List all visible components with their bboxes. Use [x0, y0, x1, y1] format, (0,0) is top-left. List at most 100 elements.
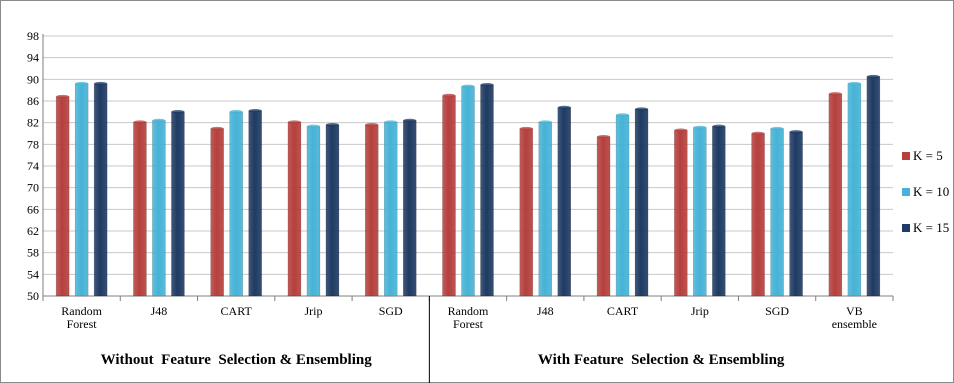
x-tick-label: Forest — [67, 317, 98, 331]
bar-k15-11 — [866, 76, 881, 297]
plot-area: 50545862667074788286909498RandomForestJ4… — [27, 29, 894, 383]
bar-cap — [171, 110, 185, 114]
x-tick-label: Forest — [453, 317, 484, 331]
bar-k10-6 — [461, 86, 475, 297]
x-tick-label: J48 — [151, 304, 168, 318]
bar-cap — [635, 107, 649, 111]
bar-cap — [538, 120, 552, 124]
bar-cap — [597, 134, 611, 139]
bar-cap — [712, 124, 726, 129]
bar-k10-5 — [383, 121, 398, 297]
y-tick-label: 98 — [27, 29, 39, 43]
bar-k10-1 — [74, 83, 89, 297]
bar-k15-5 — [402, 120, 417, 297]
bar-k5-8 — [596, 136, 611, 297]
bar-k15-8 — [634, 108, 649, 297]
bar-cap — [770, 126, 784, 131]
bar-k15-7 — [557, 107, 572, 297]
x-tick-label: VB — [846, 304, 863, 318]
y-tick-label: 78 — [27, 137, 39, 151]
y-tick-label: 58 — [27, 246, 39, 260]
bar-cap — [248, 108, 262, 113]
x-tick-label: Jrip — [304, 304, 322, 318]
y-tick-label: 86 — [27, 94, 39, 108]
bar-k10-10 — [770, 128, 784, 297]
bar-k15-10 — [789, 131, 803, 297]
bar-k5-4 — [287, 121, 302, 297]
bar-k5-10 — [751, 133, 765, 297]
bar-cap — [229, 110, 243, 114]
bar-cap — [325, 123, 339, 127]
bar-k5-2 — [133, 121, 147, 297]
bar-cap — [210, 126, 224, 131]
legend-label: K = 5 — [913, 148, 943, 163]
y-tick-label: 82 — [27, 116, 39, 130]
bar-cap — [519, 126, 533, 131]
y-tick-label: 50 — [27, 289, 39, 303]
y-tick-label: 90 — [27, 72, 39, 86]
x-tick-label: CART — [221, 304, 253, 318]
bar-k15-4 — [325, 124, 340, 297]
legend-swatch — [902, 188, 910, 196]
bar-k10-9 — [693, 127, 707, 297]
bar-cap — [674, 128, 688, 133]
y-tick-label: 70 — [27, 181, 39, 195]
bar-cap — [461, 84, 475, 89]
bar-k10-8 — [615, 114, 630, 297]
bar-cap — [751, 131, 765, 136]
bar-k5-6 — [442, 95, 456, 297]
bar-cap — [365, 123, 379, 127]
y-tick-label: 66 — [27, 202, 39, 216]
bar-k10-2 — [152, 120, 166, 297]
legend-label: K = 10 — [913, 184, 949, 199]
bar-k5-5 — [364, 124, 379, 297]
bar-cap — [480, 82, 494, 87]
bar-cap — [789, 130, 803, 134]
bar-cap — [287, 120, 301, 124]
bar-cap — [557, 105, 571, 110]
bar-k5-11 — [828, 93, 843, 297]
bar-k5-1 — [55, 96, 70, 297]
group-label: With Feature Selection & Ensembling — [538, 352, 785, 368]
bar-cap — [384, 120, 398, 124]
bar-cap — [75, 81, 89, 86]
x-tick-label: ensemble — [832, 317, 877, 331]
x-tick-label: J48 — [537, 304, 554, 318]
bar-cap — [847, 81, 861, 86]
bar-k10-3 — [229, 111, 243, 297]
bar-k5-7 — [519, 128, 534, 297]
bar-cap — [133, 120, 147, 124]
bar-k15-3 — [248, 110, 262, 297]
x-tick-label: CART — [607, 304, 639, 318]
y-tick-label: 74 — [27, 159, 39, 173]
bar-k15-1 — [93, 83, 108, 297]
x-tick-label: Random — [61, 304, 102, 318]
bar-cap — [403, 118, 417, 123]
bar-cap — [693, 125, 707, 130]
x-tick-label: SGD — [379, 304, 403, 318]
bar-k15-6 — [480, 84, 494, 297]
legend: K = 5 K = 10 K = 15 — [902, 148, 949, 235]
legend-swatch — [902, 224, 910, 232]
bar-cap — [828, 92, 842, 96]
x-tick-label: Random — [448, 304, 489, 318]
bar-k10-11 — [847, 83, 862, 297]
bar-k15-2 — [171, 111, 185, 297]
bar-cap — [616, 113, 630, 117]
bar-k5-9 — [674, 130, 688, 297]
bar-cap — [866, 74, 880, 79]
x-tick-label: Jrip — [691, 304, 709, 318]
bar-cap — [56, 94, 70, 99]
bar-cap — [94, 81, 108, 86]
bar-k10-7 — [538, 121, 553, 297]
bar-cap — [442, 93, 456, 98]
y-tick-label: 54 — [27, 267, 39, 281]
legend-label: K = 15 — [913, 220, 949, 235]
bar-cap — [306, 124, 320, 129]
y-tick-label: 62 — [27, 224, 39, 238]
group-label: Without Feature Selection & Ensembling — [101, 352, 373, 368]
bar-k10-4 — [306, 126, 321, 297]
legend-swatch — [902, 152, 910, 160]
bar-k15-9 — [712, 126, 726, 297]
